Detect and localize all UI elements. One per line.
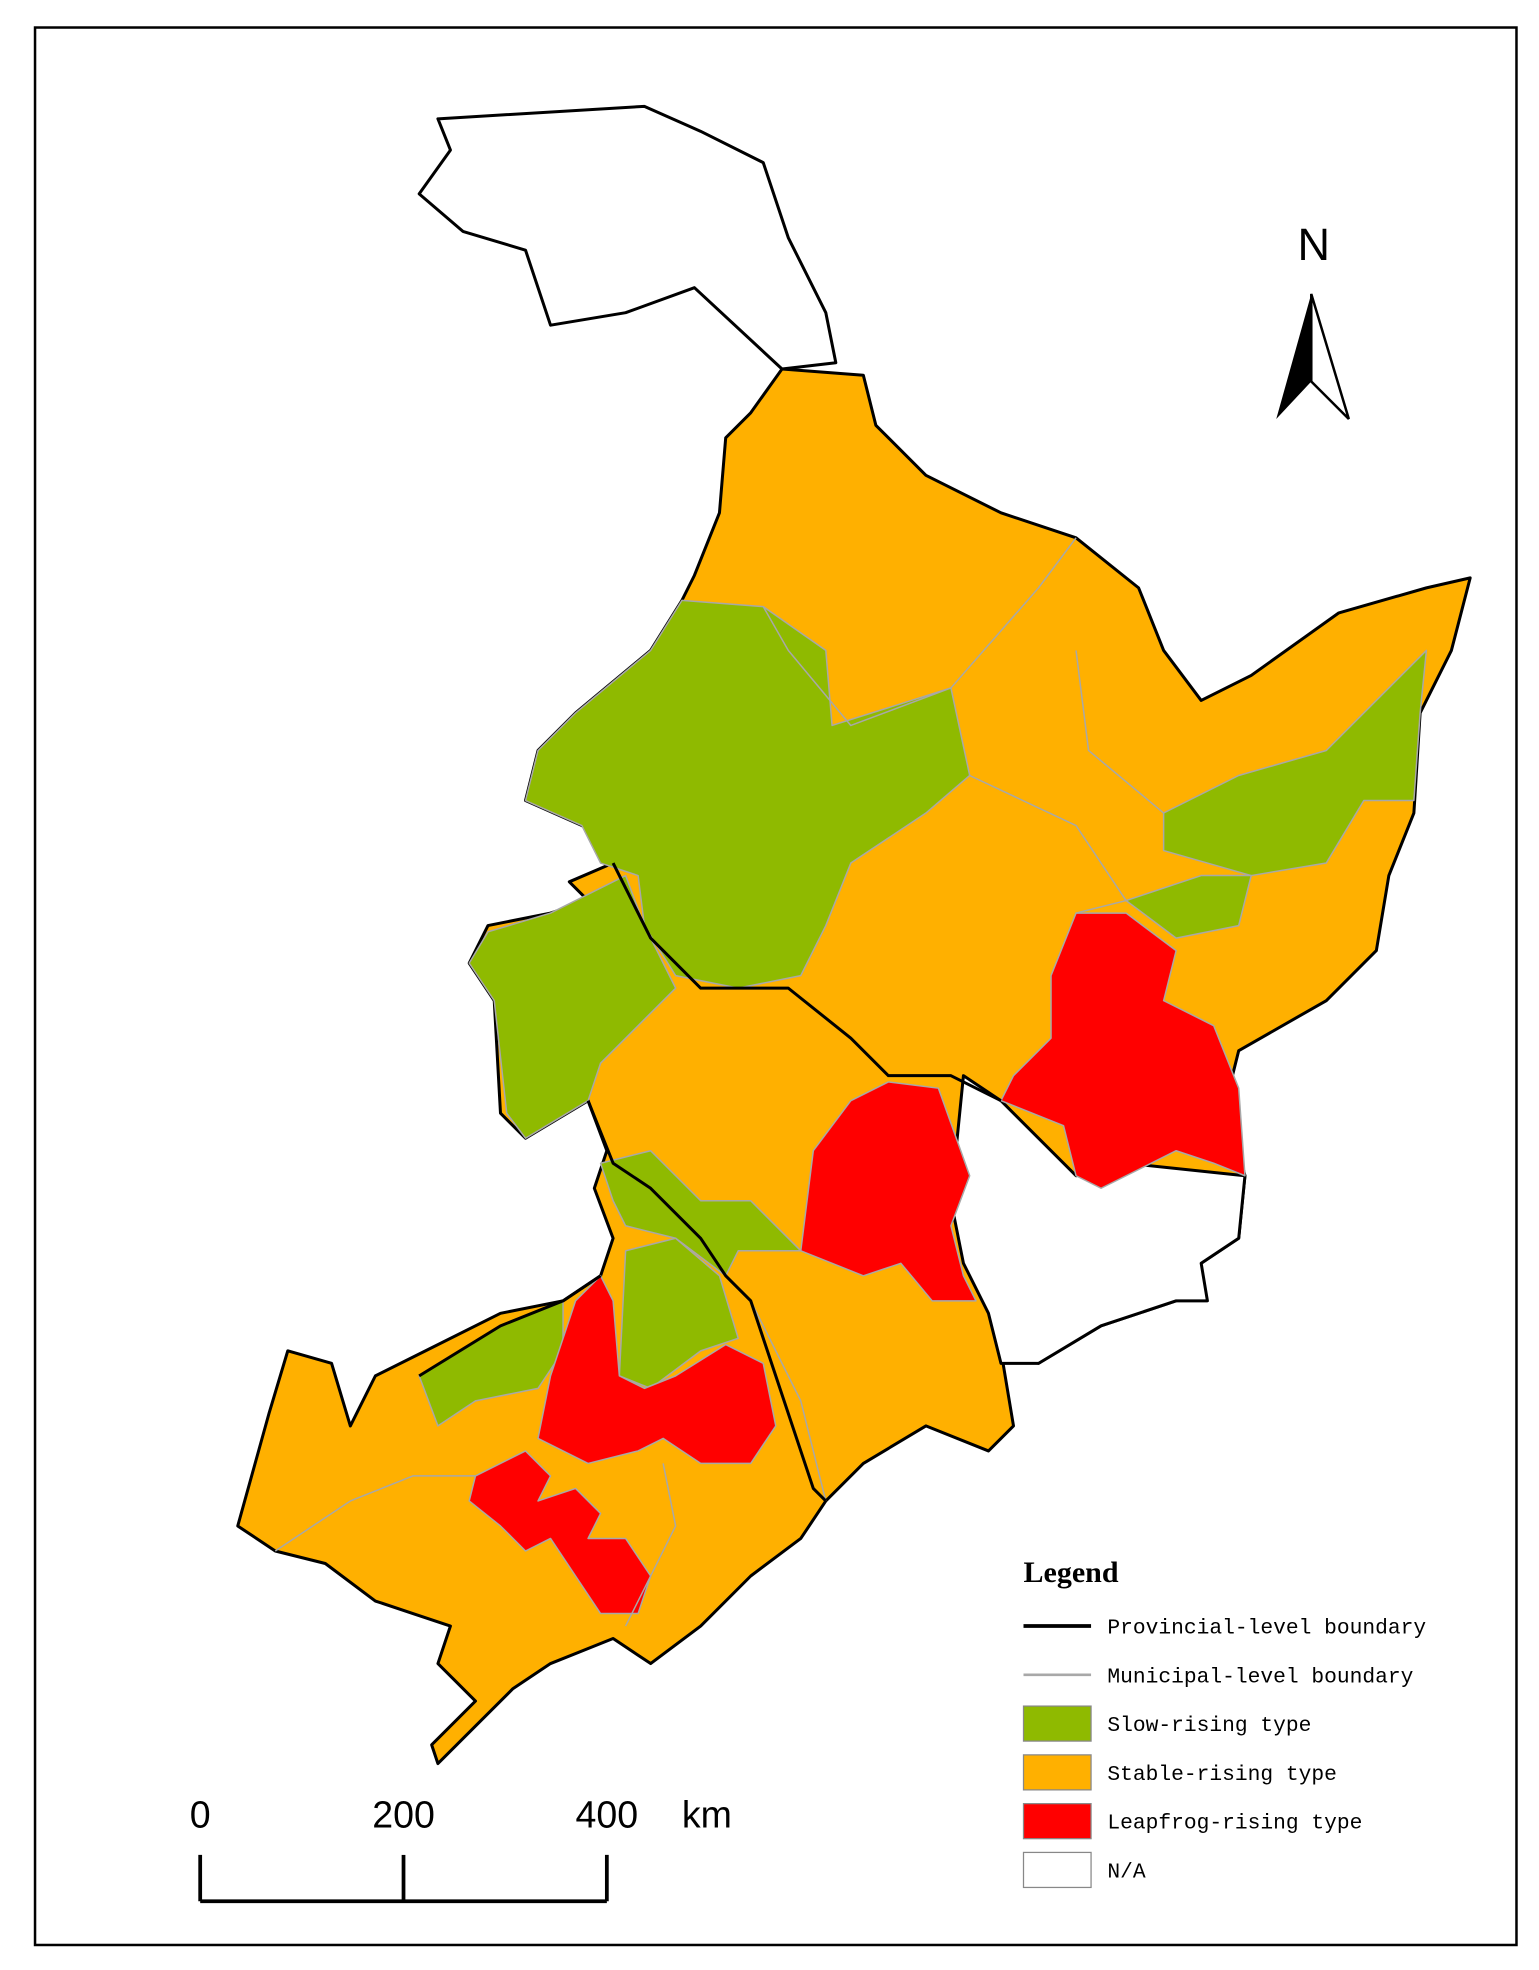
legend: Legend Provincial-level boundary Municipal… [1022, 1556, 1426, 1889]
region-slow [599, 1149, 802, 1277]
legend-label: Provincial-level boundary [1107, 1617, 1426, 1641]
region-leapfrog [800, 1081, 977, 1302]
legend-label: Slow-rising type [1107, 1714, 1311, 1738]
municipal-boundary [750, 1300, 827, 1502]
region-leapfrog [537, 1275, 777, 1465]
region-slow [468, 874, 677, 1139]
north-arrow [1310, 293, 1351, 420]
legend-label: Municipal-level boundary [1107, 1665, 1413, 1689]
north-label: N [1298, 219, 1331, 270]
legend-swatch [1022, 1851, 1092, 1889]
region-na-north [417, 104, 838, 371]
provincial-boundary [611, 862, 1002, 1103]
legend-swatch [1022, 1754, 1092, 1791]
scale-bar: 0 200 400 km [190, 1793, 732, 1904]
legend-swatch [1022, 1803, 1092, 1840]
legend-swatch [1022, 1705, 1092, 1742]
legend-title: Legend [1023, 1556, 1118, 1589]
municipal-boundary [274, 1475, 476, 1552]
municipal-boundary [969, 774, 1127, 914]
municipal-boundary [1075, 650, 1165, 814]
region-slow [1162, 649, 1428, 877]
region-slow [1125, 874, 1252, 939]
scale-tick-label: 0 [190, 1793, 211, 1835]
provincial-boundary [586, 1100, 827, 1503]
legend-label: Leapfrog-rising type [1107, 1812, 1362, 1836]
legend-label: N/A [1107, 1860, 1146, 1884]
scale-unit: km [682, 1793, 732, 1835]
municipal-boundary [762, 537, 1077, 727]
legend-label: Stable-rising type [1107, 1763, 1337, 1787]
provincial-boundary [418, 1274, 602, 1378]
region-leapfrog [1000, 912, 1246, 1190]
municipal-boundary [624, 1463, 677, 1627]
scale-tick-label: 400 [576, 1793, 639, 1835]
scale-tick-label: 200 [372, 1793, 435, 1835]
